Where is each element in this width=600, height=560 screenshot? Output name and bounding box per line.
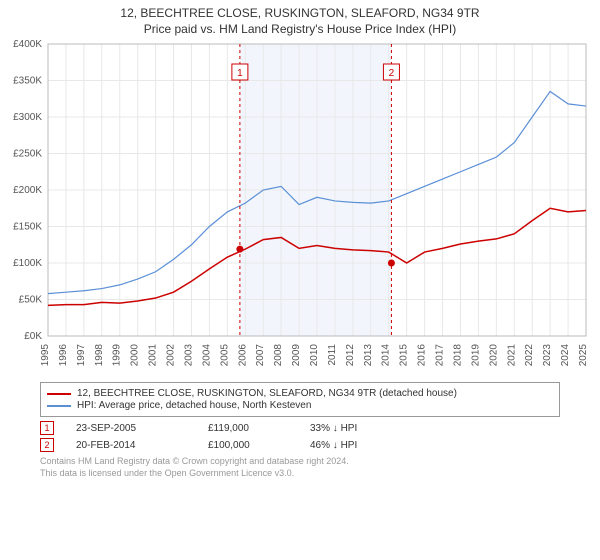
legend-swatch (47, 405, 71, 407)
svg-text:2010: 2010 (309, 344, 320, 367)
footer-line2: This data is licensed under the Open Gov… (40, 468, 560, 480)
sale-pct-vs-hpi: 46% ↓ HPI (310, 440, 420, 451)
svg-text:1995: 1995 (40, 344, 51, 367)
legend-label: HPI: Average price, detached house, Nort… (77, 400, 311, 411)
footer-attribution: Contains HM Land Registry data © Crown c… (40, 456, 560, 479)
chart-titles: 12, BEECHTREE CLOSE, RUSKINGTON, SLEAFOR… (0, 0, 600, 36)
sale-row: 2 20-FEB-2014 £100,000 46% ↓ HPI (40, 438, 560, 452)
svg-text:2021: 2021 (506, 344, 517, 367)
title-subtitle: Price paid vs. HM Land Registry's House … (0, 22, 600, 36)
svg-text:2006: 2006 (237, 344, 248, 367)
sale-price: £119,000 (208, 423, 288, 434)
svg-text:£100K: £100K (13, 258, 42, 269)
svg-text:£0K: £0K (24, 331, 42, 342)
sales-table: 1 23-SEP-2005 £119,000 33% ↓ HPI 2 20-FEB-201… (40, 421, 560, 452)
sale-price: £100,000 (208, 440, 288, 451)
sale-marker-icon: 2 (40, 438, 54, 452)
svg-text:2025: 2025 (578, 344, 589, 367)
legend: 12, BEECHTREE CLOSE, RUSKINGTON, SLEAFOR… (40, 382, 560, 417)
legend-label: 12, BEECHTREE CLOSE, RUSKINGTON, SLEAFOR… (77, 388, 457, 399)
svg-text:2008: 2008 (273, 344, 284, 367)
svg-text:1996: 1996 (58, 344, 69, 367)
svg-text:2000: 2000 (130, 344, 141, 367)
title-address: 12, BEECHTREE CLOSE, RUSKINGTON, SLEAFOR… (0, 6, 600, 20)
svg-text:2014: 2014 (381, 344, 392, 367)
svg-text:2007: 2007 (255, 344, 266, 367)
svg-text:2013: 2013 (363, 344, 374, 367)
legend-swatch (47, 393, 71, 395)
svg-text:2004: 2004 (201, 344, 212, 367)
sale-row: 1 23-SEP-2005 £119,000 33% ↓ HPI (40, 421, 560, 435)
footer-line1: Contains HM Land Registry data © Crown c… (40, 456, 560, 468)
svg-text:£350K: £350K (13, 76, 42, 87)
svg-text:£400K: £400K (13, 39, 42, 50)
svg-text:2: 2 (389, 68, 395, 79)
sale-date: 20-FEB-2014 (76, 440, 186, 451)
svg-text:1998: 1998 (94, 344, 105, 367)
svg-text:£200K: £200K (13, 185, 42, 196)
price-chart: £0K £50K £100K £150K £200K £250K £300K £350K £40… (0, 36, 600, 376)
sale-marker-icon: 1 (40, 421, 54, 435)
svg-text:2003: 2003 (183, 344, 194, 367)
svg-text:£300K: £300K (13, 112, 42, 123)
svg-text:2002: 2002 (166, 344, 177, 367)
svg-text:2023: 2023 (542, 344, 553, 367)
svg-text:2012: 2012 (345, 344, 356, 367)
svg-text:2017: 2017 (435, 344, 446, 367)
svg-text:2018: 2018 (452, 344, 463, 367)
svg-text:£50K: £50K (19, 295, 43, 306)
svg-text:2016: 2016 (417, 344, 428, 367)
svg-text:£250K: £250K (13, 149, 42, 160)
svg-text:2019: 2019 (470, 344, 481, 367)
svg-text:2005: 2005 (219, 344, 230, 367)
svg-text:2022: 2022 (524, 344, 535, 367)
chart-container: £0K £50K £100K £150K £200K £250K £300K £350K £40… (0, 36, 600, 376)
svg-text:2024: 2024 (560, 344, 571, 367)
svg-text:2020: 2020 (488, 344, 499, 367)
svg-text:2015: 2015 (399, 344, 410, 367)
sale-date: 23-SEP-2005 (76, 423, 186, 434)
svg-text:2001: 2001 (148, 344, 159, 367)
svg-text:1: 1 (237, 68, 243, 79)
svg-text:1999: 1999 (112, 344, 123, 367)
legend-item: HPI: Average price, detached house, Nort… (47, 400, 553, 411)
legend-item: 12, BEECHTREE CLOSE, RUSKINGTON, SLEAFOR… (47, 388, 553, 399)
svg-text:2009: 2009 (291, 344, 302, 367)
sale-pct-vs-hpi: 33% ↓ HPI (310, 423, 420, 434)
svg-text:2011: 2011 (327, 344, 338, 366)
svg-text:1997: 1997 (76, 344, 87, 367)
svg-text:£150K: £150K (13, 222, 42, 233)
